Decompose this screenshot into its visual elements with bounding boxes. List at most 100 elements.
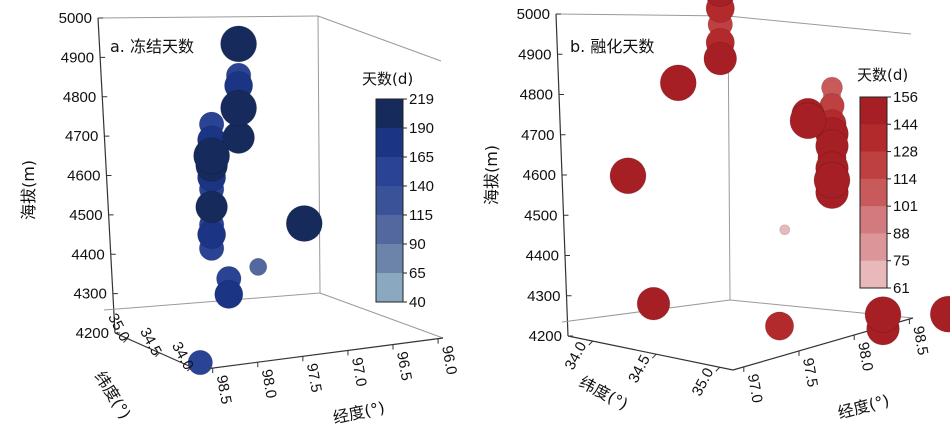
colorbar-tick-label: 90 bbox=[409, 236, 426, 253]
colorbar-tick-label: 101 bbox=[893, 198, 918, 215]
z-tick-label: 5000 bbox=[59, 10, 92, 27]
data-point bbox=[779, 224, 791, 236]
colorbar-tick-label: 128 bbox=[893, 144, 918, 161]
top-back-line bbox=[555, 13, 729, 17]
z-tick-label: 4800 bbox=[520, 87, 553, 104]
data-point bbox=[705, 0, 735, 23]
z-tick-label: 4400 bbox=[71, 246, 104, 263]
x-axis-label: 经度(°) bbox=[331, 398, 386, 428]
data-point bbox=[285, 205, 323, 242]
data-point bbox=[864, 296, 902, 333]
z-tick-label: 4600 bbox=[523, 167, 556, 184]
colorbar-tick-label: 219 bbox=[409, 91, 434, 108]
x-tick-label: 96.5 bbox=[393, 350, 415, 382]
colorbar-frame bbox=[859, 96, 888, 289]
z-tick-label: 4500 bbox=[524, 207, 557, 224]
colorbar-tick-label: 165 bbox=[409, 149, 434, 166]
z-tick-label: 4800 bbox=[63, 89, 96, 106]
z-tick-label: 4200 bbox=[76, 325, 109, 342]
y-tick-mark bbox=[123, 338, 128, 343]
floor-side-line bbox=[319, 292, 444, 339]
back-corner-line bbox=[317, 15, 321, 294]
lat-axis-line bbox=[567, 335, 734, 371]
data-point bbox=[220, 89, 257, 127]
x-axis-label: 经度(°) bbox=[836, 391, 892, 423]
colorbar: 219 190 165 140 115 90 65 40 bbox=[375, 91, 434, 311]
colorbar-segment bbox=[860, 97, 887, 125]
chart-title: b. 融化天数 bbox=[570, 37, 654, 56]
y-tick-mark bbox=[187, 366, 192, 372]
z-tick-label: 4700 bbox=[521, 127, 554, 144]
y-axis-label: 纬度(°) bbox=[576, 372, 631, 413]
x-tick-label: 98.5 bbox=[909, 325, 931, 357]
data-point bbox=[929, 295, 950, 333]
colorbar-tick-label: 114 bbox=[893, 171, 917, 188]
colorbar-segment bbox=[376, 128, 403, 158]
data-point bbox=[706, 0, 734, 7]
colorbar-tick-label: 88 bbox=[893, 225, 910, 242]
z-axis-label: 海拔(m) bbox=[482, 145, 501, 205]
colorbar-segment bbox=[376, 99, 403, 129]
data-point bbox=[197, 219, 227, 249]
x-tick-label: 98.5 bbox=[213, 374, 235, 406]
lat-axis-line bbox=[114, 332, 199, 371]
data-point bbox=[703, 41, 738, 76]
colorbar-title: 天数(d) bbox=[362, 70, 413, 88]
data-point bbox=[764, 311, 795, 341]
z-tick-label: 4900 bbox=[61, 49, 94, 66]
lon-axis-line bbox=[197, 337, 444, 371]
colorbar-tick-label: 75 bbox=[893, 253, 910, 270]
x-tick-label: 97.5 bbox=[303, 362, 325, 394]
z-tick-label: 4600 bbox=[67, 168, 100, 185]
data-point bbox=[636, 286, 671, 321]
z-axis-label: 海拔(m) bbox=[19, 160, 38, 220]
colorbar-frame bbox=[375, 98, 404, 303]
y-tick-mark bbox=[588, 340, 594, 346]
x-tick-label: 97.5 bbox=[799, 357, 821, 389]
top-back-line bbox=[97, 15, 319, 19]
y-tick-mark bbox=[715, 366, 721, 372]
colorbar-tick-label: 115 bbox=[409, 207, 433, 224]
z-tick-label: 4400 bbox=[526, 248, 559, 265]
data-points bbox=[187, 25, 323, 376]
y-tick-mark bbox=[651, 353, 657, 359]
colorbar-segment bbox=[860, 233, 887, 262]
colorbar-tick-label: 190 bbox=[409, 120, 434, 137]
colorbar-segment bbox=[376, 186, 403, 216]
data-point bbox=[214, 279, 244, 309]
colorbar-segment bbox=[860, 178, 887, 207]
y-tick-label: 34.0 bbox=[562, 339, 591, 373]
z-tick-label: 5000 bbox=[517, 6, 550, 23]
y-tick-mark bbox=[155, 352, 160, 358]
x-tick-label: 97.0 bbox=[744, 373, 766, 405]
x-tick-label: 96.0 bbox=[438, 344, 460, 376]
colorbar-tick-label: 144 bbox=[893, 116, 918, 133]
z-tick-label: 4200 bbox=[529, 328, 562, 345]
z-tick-label: 4300 bbox=[527, 288, 560, 305]
data-points bbox=[609, 0, 950, 346]
y-tick-label: 35.0 bbox=[689, 365, 718, 399]
z-tick-label: 4300 bbox=[74, 286, 107, 303]
colorbar-tick-label: 61 bbox=[893, 280, 910, 297]
data-point bbox=[659, 64, 697, 102]
colorbar-segment bbox=[376, 244, 403, 274]
data-point bbox=[193, 137, 231, 175]
z-tick-label: 4500 bbox=[69, 207, 102, 224]
z-tick-label: 4700 bbox=[65, 128, 98, 145]
y-tick-label: 34.5 bbox=[625, 352, 654, 386]
data-point bbox=[220, 25, 257, 63]
data-point bbox=[609, 157, 647, 195]
floor-back-line bbox=[103, 292, 321, 311]
x-tick-label: 98.0 bbox=[854, 341, 876, 373]
colorbar: 156 144 128 114 101 88 75 61 bbox=[859, 89, 918, 297]
z-tick-label: 4900 bbox=[518, 46, 551, 63]
data-point bbox=[195, 190, 228, 224]
data-point bbox=[789, 102, 827, 140]
chart-title: a. 冻结天数 bbox=[110, 37, 194, 56]
colorbar-segment bbox=[860, 124, 887, 153]
x-tick-label: 98.0 bbox=[258, 368, 280, 400]
colorbar-segment bbox=[860, 151, 887, 180]
colorbar-segment bbox=[860, 260, 887, 289]
chart-panel-b: 4200 4300 4400 4500 4600 4700 4800 4900 5000 97.0… bbox=[482, 0, 950, 423]
